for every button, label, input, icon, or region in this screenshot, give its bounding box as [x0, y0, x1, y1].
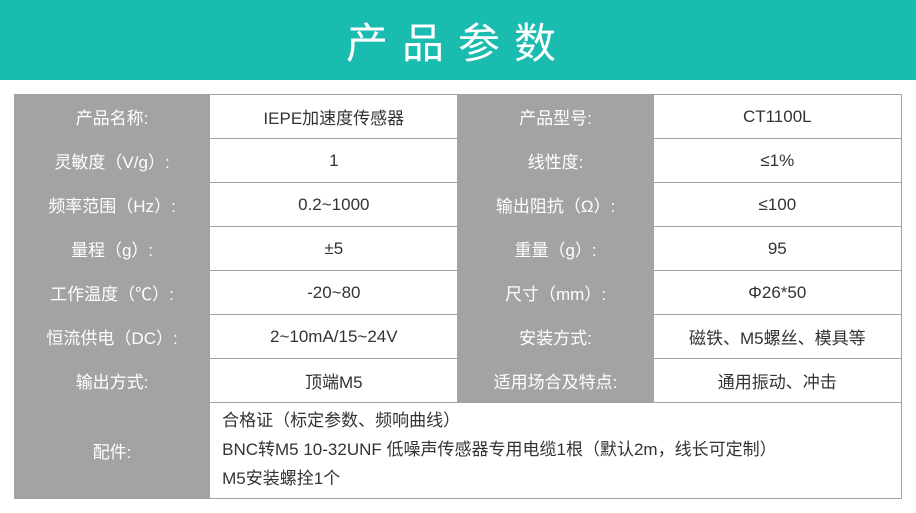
spec-value: Φ26*50: [653, 271, 901, 315]
spec-value: 1: [210, 139, 458, 183]
spec-label: 输出阻抗（Ω）:: [458, 183, 653, 227]
table-row: 灵敏度（V/g）:1线性度:≤1%: [15, 139, 902, 183]
spec-label: 工作温度（℃）:: [15, 271, 210, 315]
page-title-banner: 产品参数: [0, 0, 916, 80]
spec-value: 顶端M5: [210, 359, 458, 403]
spec-value: 2~10mA/15~24V: [210, 315, 458, 359]
accessories-line: BNC转M5 10-32UNF 低噪声传感器专用电缆1根（默认2m，线长可定制）: [222, 440, 776, 459]
spec-label: 产品型号:: [458, 95, 653, 139]
accessories-line: 合格证（标定参数、频响曲线）: [222, 411, 460, 430]
spec-label: 灵敏度（V/g）:: [15, 139, 210, 183]
table-row: 量程（g）:±5重量（g）:95: [15, 227, 902, 271]
spec-label: 尺寸（mm）:: [458, 271, 653, 315]
spec-label: 频率范围（Hz）:: [15, 183, 210, 227]
spec-table: 产品名称:IEPE加速度传感器产品型号:CT1100L灵敏度（V/g）:1线性度…: [14, 94, 902, 499]
accessories-line: M5安装螺拴1个: [222, 469, 340, 488]
table-row: 工作温度（℃）:-20~80尺寸（mm）:Φ26*50: [15, 271, 902, 315]
spec-label: 恒流供电（DC）:: [15, 315, 210, 359]
spec-value: CT1100L: [653, 95, 901, 139]
spec-value: 通用振动、冲击: [653, 359, 901, 403]
spec-value: IEPE加速度传感器: [210, 95, 458, 139]
table-row: 输出方式:顶端M5适用场合及特点:通用振动、冲击: [15, 359, 902, 403]
spec-value: -20~80: [210, 271, 458, 315]
spec-value: 95: [653, 227, 901, 271]
accessories-label: 配件:: [15, 403, 210, 499]
spec-value: 0.2~1000: [210, 183, 458, 227]
spec-value: ≤100: [653, 183, 901, 227]
spec-value: ≤1%: [653, 139, 901, 183]
spec-label: 产品名称:: [15, 95, 210, 139]
spec-label: 安装方式:: [458, 315, 653, 359]
table-row-accessories: 配件: 合格证（标定参数、频响曲线） BNC转M5 10-32UNF 低噪声传感器专…: [15, 403, 902, 499]
spec-label: 适用场合及特点:: [458, 359, 653, 403]
table-row: 恒流供电（DC）:2~10mA/15~24V安装方式:磁铁、M5螺丝、模具等: [15, 315, 902, 359]
table-row: 频率范围（Hz）:0.2~1000输出阻抗（Ω）:≤100: [15, 183, 902, 227]
spec-label: 量程（g）:: [15, 227, 210, 271]
table-row: 产品名称:IEPE加速度传感器产品型号:CT1100L: [15, 95, 902, 139]
spec-label: 重量（g）:: [458, 227, 653, 271]
spec-value: ±5: [210, 227, 458, 271]
spec-label: 输出方式:: [15, 359, 210, 403]
spec-label: 线性度:: [458, 139, 653, 183]
spec-table-container: 产品名称:IEPE加速度传感器产品型号:CT1100L灵敏度（V/g）:1线性度…: [0, 80, 916, 513]
accessories-value: 合格证（标定参数、频响曲线） BNC转M5 10-32UNF 低噪声传感器专用电缆…: [210, 403, 902, 499]
spec-value: 磁铁、M5螺丝、模具等: [653, 315, 901, 359]
